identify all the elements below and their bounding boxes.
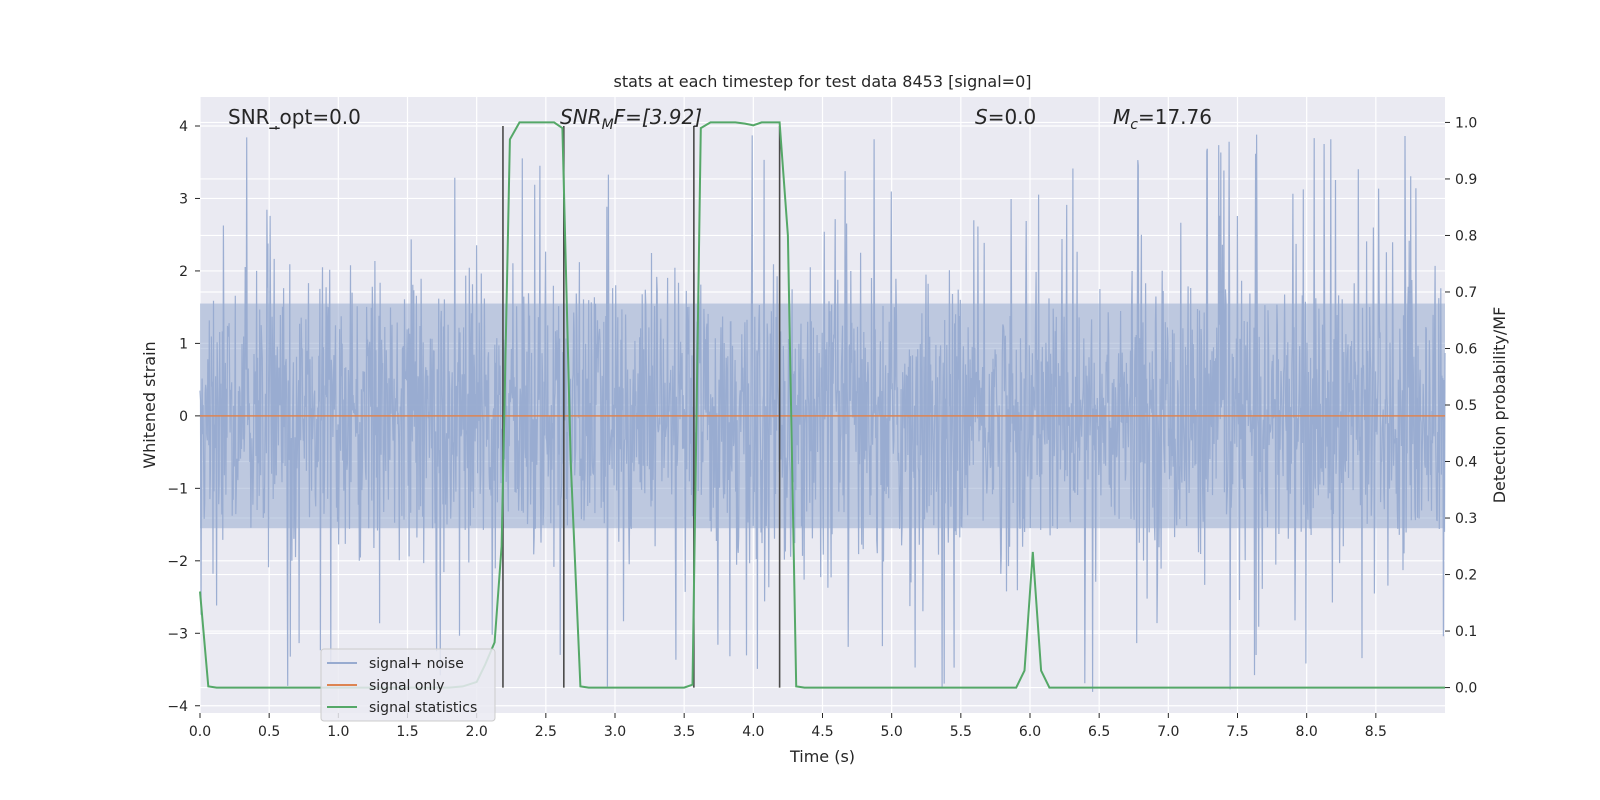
x-tick-label: 7.5 — [1226, 724, 1248, 740]
y-tick-label: −2 — [167, 554, 188, 570]
x-tick-label: 7.0 — [1157, 724, 1179, 740]
y-tick-label: 0 — [179, 409, 188, 425]
annotation-mc-main: M — [1113, 105, 1130, 129]
x-tick-label: 5.5 — [950, 724, 972, 740]
legend: signal+ noise signal only signal statist… — [320, 648, 496, 722]
annotation-mc: Mc=17.76 — [1113, 105, 1212, 133]
x-tick-label: 2.5 — [535, 724, 557, 740]
y-tick-label: −4 — [167, 699, 188, 715]
legend-box — [320, 648, 496, 722]
y2-tick-label: 0.7 — [1455, 285, 1477, 301]
annotation-mc-rest: =17.76 — [1138, 105, 1212, 129]
annotation-s: S=0.0 — [975, 105, 1036, 129]
y2-tick-label: 0.9 — [1455, 172, 1477, 188]
legend-label-signal-statistics: signal statistics — [369, 700, 477, 716]
y2-tick-label: 0.5 — [1455, 398, 1477, 414]
x-tick-label: 0.5 — [258, 724, 280, 740]
annotation-snr-opt: SNR_opt=0.0 — [228, 105, 361, 129]
annotation-s-rest: =0.0 — [988, 105, 1037, 129]
x-tick-label: 2.0 — [466, 724, 488, 740]
annotation-mc-sub: c — [1130, 117, 1138, 133]
x-tick-label: 0.0 — [189, 724, 211, 740]
y2-tick-label: 0.2 — [1455, 568, 1477, 584]
y2-tick-label: 0.3 — [1455, 511, 1477, 527]
y-tick-label: 3 — [179, 191, 188, 207]
x-tick-label: 8.5 — [1365, 724, 1387, 740]
chart-title: stats at each timestep for test data 845… — [613, 72, 1031, 91]
x-tick-label: 5.0 — [881, 724, 903, 740]
x-tick-label: 4.0 — [742, 724, 764, 740]
y-tick-label: 2 — [179, 264, 188, 280]
y2-tick-label: 0.4 — [1455, 455, 1477, 471]
annotation-snr-mf-sub: M — [602, 117, 614, 133]
y2-axis-label: Detection probability/MF — [1490, 307, 1509, 504]
y2-tick-label: 0.8 — [1455, 228, 1477, 244]
x-tick-label: 1.5 — [396, 724, 418, 740]
y2-tick-label: 0.6 — [1455, 341, 1477, 357]
axes-layer: 0.0 0.5 1.0 1.5 2.0 2.5 3.0 3.5 4.0 4.5 5.0 5.5 6.0 6… — [167, 115, 1477, 740]
x-tick-label: 8.0 — [1296, 724, 1318, 740]
y-tick-label: −3 — [167, 626, 188, 642]
y2-tick-label: 0.1 — [1455, 624, 1477, 640]
legend-label-signal-only: signal only — [369, 678, 444, 694]
y2-tick-label: 1.0 — [1455, 115, 1477, 131]
x-tick-label: 6.0 — [1019, 724, 1041, 740]
annotation-snr-mf-rest: F=[3.92] — [614, 105, 702, 129]
x-tick-label: 6.5 — [1088, 724, 1110, 740]
legend-label-signal-noise: signal+ noise — [369, 656, 464, 672]
signal-statistics-line — [199, 121, 1445, 689]
signal-statistics-series-layer — [199, 121, 1445, 689]
y-tick-label: 1 — [179, 336, 188, 352]
annotation-snr-mf: SNRMF=[3.92] — [560, 105, 702, 133]
x-tick-label: 3.0 — [604, 724, 626, 740]
y2-tick-label: 0.0 — [1455, 681, 1477, 697]
y-tick-label: −1 — [167, 481, 188, 497]
x-axis-label: Time (s) — [789, 747, 855, 766]
y-axis-label: Whitened strain — [140, 341, 159, 468]
annotation-s-main: S — [975, 105, 988, 129]
annotation-snr-mf-main: SNR — [560, 105, 602, 129]
x-tick-label: 3.5 — [673, 724, 695, 740]
x-tick-label: 1.0 — [327, 724, 349, 740]
y-tick-label: 4 — [179, 119, 188, 135]
x-tick-label: 4.5 — [811, 724, 833, 740]
